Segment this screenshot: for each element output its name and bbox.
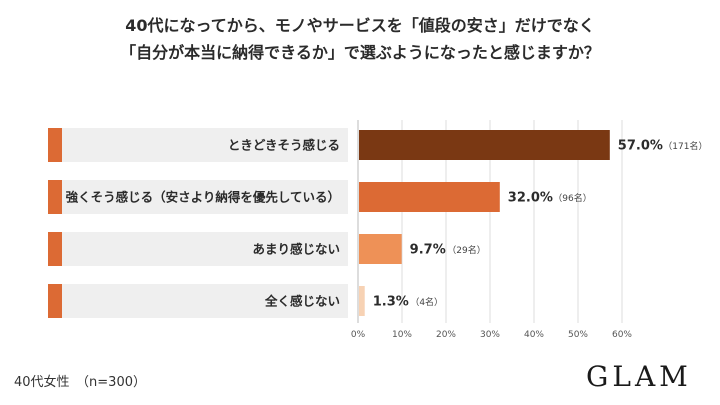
- value-label: 1.3%: [373, 295, 409, 310]
- x-tick-label: 0%: [351, 330, 366, 340]
- category-label-panel: [48, 128, 348, 162]
- x-tick-label: 60%: [612, 330, 632, 340]
- category-label-panel: [48, 284, 348, 318]
- glam-logo: GLAM: [586, 360, 692, 393]
- x-tick-label: 40%: [524, 330, 544, 340]
- sample-note: 40代女性 （n=300）: [14, 375, 146, 390]
- category-label: 全く感じない: [264, 294, 340, 309]
- category-label-panel: [48, 180, 348, 214]
- x-tick-label: 30%: [480, 330, 500, 340]
- category-label-panel: [48, 232, 348, 266]
- bar: [359, 130, 610, 160]
- title-line-2: 「自分が本当に納得できるか」で選ぶようになったと感じますか？: [120, 43, 600, 62]
- category-label: あまり感じない: [252, 242, 340, 257]
- chart-title: 40代になってから、モノやサービスを「値段の安さ」だけでなく 「自分が本当に納得…: [0, 12, 720, 66]
- category-label: 強くそう感じる（安さより納得を優先している）: [66, 190, 340, 205]
- value-label: 9.7%: [410, 243, 446, 258]
- bar: [359, 182, 500, 212]
- count-label: （96名）: [553, 192, 591, 204]
- bar: [359, 286, 365, 316]
- value-label: 57.0%: [618, 139, 663, 154]
- category-label: ときどきそう感じる: [228, 138, 340, 153]
- value-label: 32.0%: [508, 191, 553, 206]
- category-accent-marker: [48, 232, 62, 266]
- count-label: （29名）: [447, 244, 485, 256]
- x-tick-label: 50%: [568, 330, 588, 340]
- category-accent-marker: [48, 128, 62, 162]
- count-label: （171名）: [663, 140, 707, 152]
- category-accent-marker: [48, 284, 62, 318]
- category-accent-marker: [48, 180, 62, 214]
- bar: [359, 234, 402, 264]
- count-label: （4名）: [410, 296, 443, 308]
- title-line-1: 40代になってから、モノやサービスを「値段の安さ」だけでなく: [125, 16, 595, 35]
- x-tick-label: 20%: [436, 330, 456, 340]
- x-tick-label: 10%: [392, 330, 412, 340]
